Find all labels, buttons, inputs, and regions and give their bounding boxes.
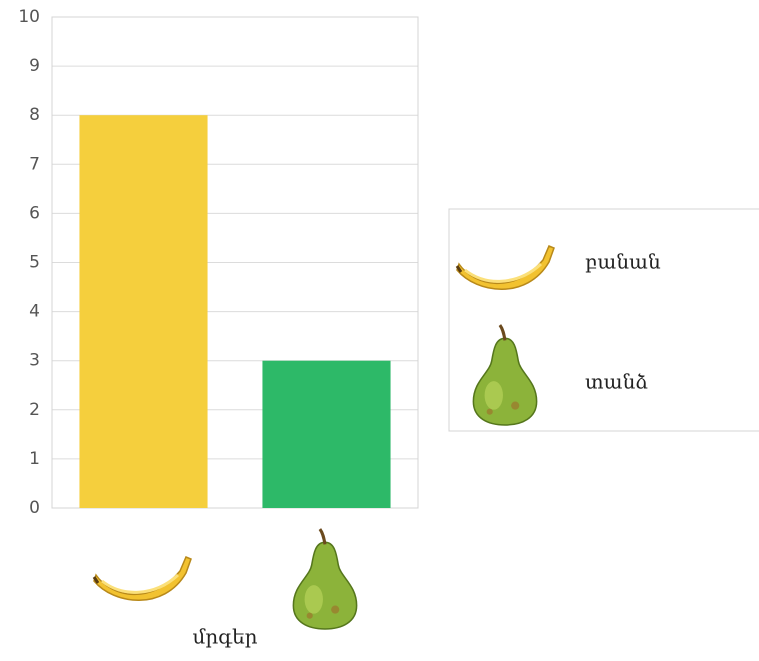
banana-icon bbox=[92, 555, 192, 602]
plot-frame bbox=[51, 16, 419, 509]
y-tick-label: 5 bbox=[29, 253, 40, 273]
y-tick-label: 1 bbox=[29, 449, 40, 469]
y-tick-label: 9 bbox=[29, 56, 40, 76]
bar bbox=[262, 360, 391, 508]
legend-label: տանձ bbox=[585, 370, 648, 394]
bar bbox=[79, 115, 208, 508]
x-axis-label: մրգեր bbox=[192, 625, 257, 649]
legend-label: բանան bbox=[585, 250, 661, 274]
pear-icon bbox=[291, 528, 359, 630]
y-tick-label: 8 bbox=[29, 105, 40, 125]
y-tick-label: 10 bbox=[18, 7, 40, 27]
y-tick-label: 4 bbox=[29, 302, 40, 322]
y-tick-label: 0 bbox=[29, 498, 40, 518]
y-tick-label: 6 bbox=[29, 203, 40, 223]
bars bbox=[79, 115, 391, 508]
y-tick-label: 2 bbox=[29, 400, 40, 420]
y-tick-label: 7 bbox=[29, 154, 40, 174]
legend: բանան տանձ bbox=[448, 208, 759, 432]
y-tick-label: 3 bbox=[29, 351, 40, 371]
